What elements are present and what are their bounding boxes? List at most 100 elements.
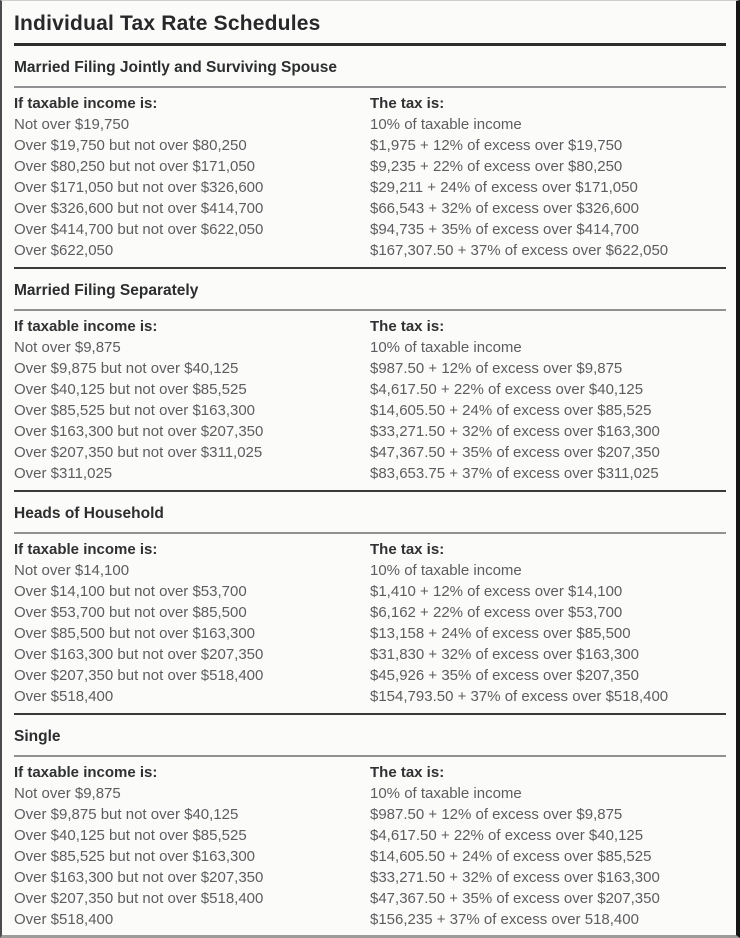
schedule-sections-container: Married Filing Jointly and Surviving Spo… <box>14 46 726 935</box>
tax-column-header: The tax is: <box>370 95 445 112</box>
section-bottom-divider <box>14 267 726 269</box>
income-cell: Over $326,600 but not over $414,700 <box>14 200 264 217</box>
income-cell: Over $53,700 but not over $85,500 <box>14 604 247 621</box>
income-column-header: If taxable income is: <box>14 541 158 558</box>
schedule-row: Over $414,700 but not over $622,050 $94,7… <box>14 219 726 240</box>
section-header-divider <box>14 86 726 88</box>
section-header-divider <box>14 532 726 534</box>
column-header-row: If taxable income is: The tax is: <box>14 757 726 783</box>
schedule-row: Not over $19,750 10% of taxable income <box>14 114 726 135</box>
tax-cell: $1,975 + 12% of excess over $19,750 <box>370 137 623 154</box>
income-cell: Over $19,750 but not over $80,250 <box>14 137 247 154</box>
tax-cell: $14,605.50 + 24% of excess over $85,525 <box>370 402 652 419</box>
income-cell: Not over $9,875 <box>14 339 121 356</box>
tax-cell: 10% of taxable income <box>370 785 522 802</box>
tax-schedule-section: Married Filing Separately If taxable inc… <box>14 269 726 492</box>
schedule-row: Over $19,750 but not over $80,250 $1,975 … <box>14 135 726 156</box>
tax-column-header: The tax is: <box>370 318 445 335</box>
tax-cell: $29,211 + 24% of excess over $171,050 <box>370 179 638 196</box>
tax-cell: $1,410 + 12% of excess over $14,100 <box>370 583 623 600</box>
schedule-row: Over $311,025 $83,653.75 + 37% of excess … <box>14 463 726 484</box>
section-header: Married Filing Separately <box>14 282 199 299</box>
page-title: Individual Tax Rate Schedules <box>14 12 321 35</box>
tax-cell: $66,543 + 32% of excess over $326,600 <box>370 200 639 217</box>
section-header-divider <box>14 755 726 757</box>
tax-cell: $13,158 + 24% of excess over $85,500 <box>370 625 631 642</box>
schedule-table: If taxable income is: The tax is: Not ov… <box>14 534 726 707</box>
income-cell: Over $311,025 <box>14 465 113 482</box>
income-cell: Over $163,300 but not over $207,350 <box>14 869 264 886</box>
schedule-row: Over $518,400 $154,793.50 + 37% of excess… <box>14 686 726 707</box>
income-cell: Over $414,700 but not over $622,050 <box>14 221 264 238</box>
tax-cell: $6,162 + 22% of excess over $53,700 <box>370 604 623 621</box>
income-cell: Not over $14,100 <box>14 562 130 579</box>
tax-cell: $47,367.50 + 35% of excess over $207,350 <box>370 444 660 461</box>
tax-schedule-section: Heads of Household If taxable income is:… <box>14 492 726 715</box>
schedule-table: If taxable income is: The tax is: Not ov… <box>14 88 726 261</box>
schedule-row: Over $85,525 but not over $163,300 $14,60… <box>14 846 726 867</box>
schedule-row: Over $80,250 but not over $171,050 $9,235… <box>14 156 726 177</box>
tax-cell: $33,271.50 + 32% of excess over $163,300 <box>370 869 660 886</box>
schedule-table: If taxable income is: The tax is: Not ov… <box>14 311 726 484</box>
tax-cell: $47,367.50 + 35% of excess over $207,350 <box>370 890 660 907</box>
schedule-row: Over $163,300 but not over $207,350 $33,2… <box>14 867 726 888</box>
tax-cell: $167,307.50 + 37% of excess over $622,05… <box>370 242 669 259</box>
income-cell: Over $518,400 <box>14 911 114 928</box>
income-column-header: If taxable income is: <box>14 764 158 781</box>
column-header-row: If taxable income is: The tax is: <box>14 88 726 114</box>
income-cell: Over $207,350 but not over $518,400 <box>14 890 264 907</box>
tax-column-header: The tax is: <box>370 541 445 558</box>
schedule-row: Over $14,100 but not over $53,700 $1,410 … <box>14 581 726 602</box>
income-cell: Over $207,350 but not over $311,025 <box>14 444 263 461</box>
schedule-row: Over $9,875 but not over $40,125 $987.50 … <box>14 804 726 825</box>
schedule-row: Over $207,350 but not over $311,025 $47,3… <box>14 442 726 463</box>
schedule-row: Over $326,600 but not over $414,700 $66,5… <box>14 198 726 219</box>
schedule-row: Over $85,500 but not over $163,300 $13,15… <box>14 623 726 644</box>
income-cell: Not over $19,750 <box>14 116 130 133</box>
section-header: Heads of Household <box>14 505 164 522</box>
schedule-row: Not over $9,875 10% of taxable income <box>14 337 726 358</box>
tax-cell: $45,926 + 35% of excess over $207,350 <box>370 667 639 684</box>
tax-cell: $33,271.50 + 32% of excess over $163,300 <box>370 423 660 440</box>
income-cell: Over $622,050 <box>14 242 114 259</box>
income-cell: Over $171,050 but not over $326,600 <box>14 179 264 196</box>
tax-cell: $94,735 + 35% of excess over $414,700 <box>370 221 639 238</box>
income-cell: Over $85,500 but not over $163,300 <box>14 625 256 642</box>
column-header-row: If taxable income is: The tax is: <box>14 311 726 337</box>
schedule-row: Over $518,400 $156,235 + 37% of excess ov… <box>14 909 726 930</box>
tax-cell: 10% of taxable income <box>370 339 522 356</box>
tax-cell: $31,830 + 32% of excess over $163,300 <box>370 646 639 663</box>
tax-cell: $4,617.50 + 22% of excess over $40,125 <box>370 827 644 844</box>
income-cell: Over $163,300 but not over $207,350 <box>14 423 264 440</box>
schedule-row: Over $622,050 $167,307.50 + 37% of excess… <box>14 240 726 261</box>
section-bottom-divider <box>14 490 726 492</box>
tax-schedule-section: Married Filing Jointly and Surviving Spo… <box>14 46 726 269</box>
schedule-row: Over $207,350 but not over $518,400 $47,3… <box>14 888 726 909</box>
tax-column-header: The tax is: <box>370 764 445 781</box>
tax-cell: 10% of taxable income <box>370 116 522 133</box>
income-cell: Over $85,525 but not over $163,300 <box>14 848 256 865</box>
tax-cell: $987.50 + 12% of excess over $9,875 <box>370 806 623 823</box>
title-divider <box>14 43 726 46</box>
tax-schedule-section: Single If taxable income is: The tax is:… <box>14 715 726 935</box>
schedule-row: Not over $14,100 10% of taxable income <box>14 560 726 581</box>
schedule-row: Over $9,875 but not over $40,125 $987.50 … <box>14 358 726 379</box>
schedule-row: Over $163,300 but not over $207,350 $31,8… <box>14 644 726 665</box>
income-column-header: If taxable income is: <box>14 318 158 335</box>
section-header: Single <box>14 728 61 745</box>
section-header: Married Filing Jointly and Surviving Spo… <box>14 59 337 76</box>
tax-cell: $4,617.50 + 22% of excess over $40,125 <box>370 381 644 398</box>
income-cell: Over $40,125 but not over $85,525 <box>14 381 247 398</box>
tax-cell: $14,605.50 + 24% of excess over $85,525 <box>370 848 652 865</box>
income-cell: Over $40,125 but not over $85,525 <box>14 827 247 844</box>
schedule-row: Over $40,125 but not over $85,525 $4,617.… <box>14 825 726 846</box>
tax-cell: $987.50 + 12% of excess over $9,875 <box>370 360 623 377</box>
schedule-row: Over $40,125 but not over $85,525 $4,617.… <box>14 379 726 400</box>
schedule-row: Over $171,050 but not over $326,600 $29,2… <box>14 177 726 198</box>
income-cell: Over $9,875 but not over $40,125 <box>14 360 239 377</box>
income-cell: Not over $9,875 <box>14 785 121 802</box>
schedule-row: Not over $9,875 10% of taxable income <box>14 783 726 804</box>
tax-cell: $83,653.75 + 37% of excess over $311,025 <box>370 465 659 482</box>
tax-cell: $156,235 + 37% of excess over 518,400 <box>370 911 639 928</box>
schedule-row: Over $163,300 but not over $207,350 $33,2… <box>14 421 726 442</box>
